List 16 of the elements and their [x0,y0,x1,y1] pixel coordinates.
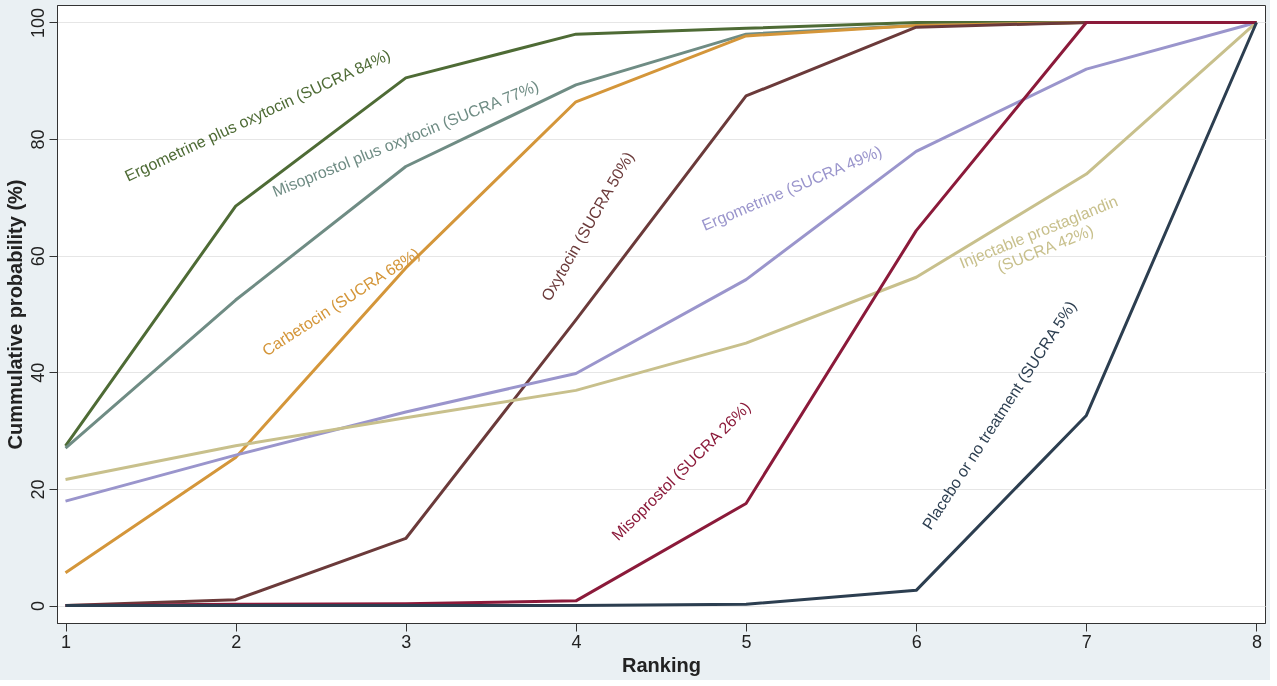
y-tick-label: 0 [27,601,48,612]
x-tick-label: 2 [231,631,242,652]
y-tick-label: 100 [27,7,48,39]
x-axis-title: Ranking [622,653,701,676]
x-tick-label: 5 [741,631,752,652]
x-tick-label: 3 [401,631,412,652]
y-tick-label: 20 [27,479,48,500]
x-tick-label: 4 [571,631,582,652]
y-axis-title: Cummulative probability (%) [3,179,26,450]
x-tick-label: 7 [1081,631,1092,652]
x-tick-label: 6 [911,631,922,652]
x-tick-label: 1 [61,631,72,652]
y-tick-label: 60 [27,246,48,267]
y-tick-label: 80 [27,129,48,150]
x-tick-label: 8 [1251,631,1262,652]
y-tick-label: 40 [27,362,48,383]
